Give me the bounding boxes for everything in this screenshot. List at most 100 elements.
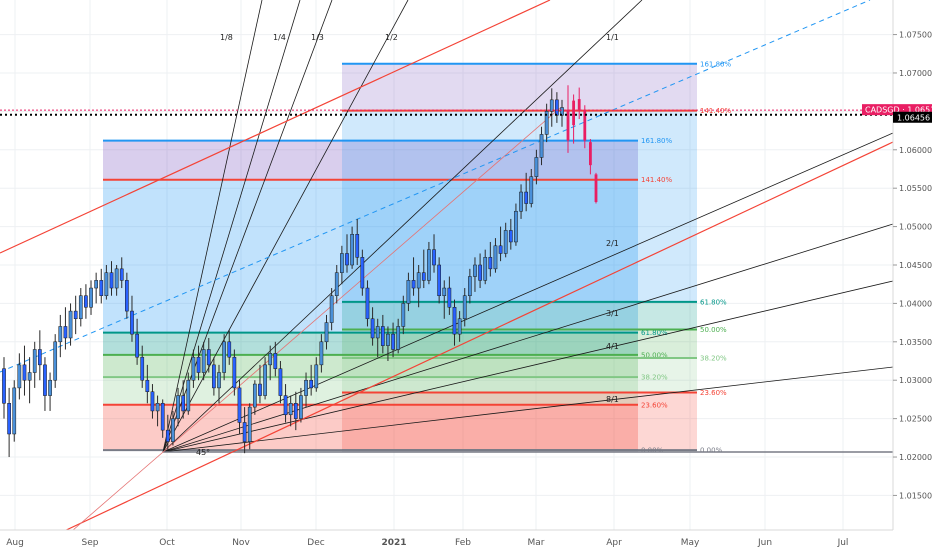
price-lines — [0, 109, 893, 116]
y-tick-label: 1.01500 — [899, 491, 932, 500]
candle-body — [365, 287, 370, 320]
candle-body — [391, 333, 395, 350]
candle-body — [360, 257, 365, 289]
candle-body — [89, 287, 93, 308]
projection-body — [566, 109, 570, 141]
candle-body — [498, 245, 503, 254]
upper-channel-line — [0, 0, 551, 254]
gann-fan-line — [162, 0, 333, 453]
candle-body — [483, 257, 488, 281]
candle-body — [329, 295, 334, 323]
x-tick-label: Sep — [82, 538, 99, 548]
price-axis-panel[interactable] — [893, 0, 932, 550]
candle-body — [263, 364, 267, 396]
candle-body — [386, 333, 390, 346]
y-tick-label: 1.07500 — [899, 31, 932, 40]
candle-body — [544, 111, 549, 135]
fib2-level-label: 50.00% — [700, 326, 727, 334]
x-tick-label: Jun — [757, 538, 772, 548]
candle-body — [380, 326, 385, 346]
candle-body — [237, 387, 242, 423]
fib2-level-label: 161.80% — [700, 60, 731, 68]
candle-body — [539, 134, 544, 158]
gann-fan-line — [162, 0, 263, 453]
symbol-price-tag-label: CADSGD · 1.06516 — [865, 106, 932, 115]
candles — [2, 88, 564, 458]
candle-body — [258, 383, 262, 396]
fib2-level-label: 23.60% — [700, 389, 727, 397]
dashed-trend-line — [0, 0, 871, 373]
candle-body — [119, 268, 124, 281]
candle-body — [73, 310, 78, 320]
candle-body — [145, 379, 150, 392]
candle-body — [32, 349, 37, 373]
candle-body — [2, 368, 6, 404]
y-tick-label: 1.03000 — [899, 376, 932, 385]
projection-body — [572, 100, 575, 126]
candle-body — [22, 364, 27, 381]
candle-body — [12, 387, 17, 435]
candle-body — [416, 272, 421, 289]
y-tick-label: 1.02000 — [899, 453, 932, 462]
y-tick-label: 1.05500 — [899, 184, 932, 193]
candle-body — [555, 99, 559, 116]
candle-body — [252, 383, 257, 408]
candle-body — [319, 341, 324, 366]
time-axis: Aug Sep Oct Nov Dec 2021 Feb Mar Apr May Jun Jul — [6, 538, 848, 548]
fib2-level-label: 141.40% — [700, 107, 731, 115]
candle-body — [181, 395, 186, 412]
gann-fan-line — [162, 0, 301, 453]
time-axis-panel[interactable] — [0, 530, 932, 550]
candle-body — [304, 379, 308, 396]
projection-body — [577, 99, 581, 110]
candle-body — [473, 264, 477, 277]
x-tick-label: Feb — [455, 538, 471, 548]
candle-body — [201, 349, 206, 373]
fib2-level-label: 38.20% — [700, 354, 727, 362]
y-tick-label: 1.06000 — [899, 146, 932, 155]
candle-body — [43, 364, 47, 396]
crosshair-price-tag-bg — [893, 111, 932, 123]
candle-body — [232, 356, 237, 389]
candle-body — [283, 395, 288, 416]
candle-body — [396, 326, 401, 350]
trend-lines — [0, 0, 894, 550]
candle-body — [355, 234, 360, 258]
candle-body — [447, 287, 452, 308]
projection-body — [589, 142, 592, 166]
candle-body — [48, 379, 52, 396]
candle-body — [109, 272, 114, 289]
candle-body — [514, 210, 518, 243]
candle-body — [176, 395, 180, 419]
gann-fan-label: 8/1 — [606, 395, 619, 404]
candle-body — [63, 326, 68, 339]
candle-body — [406, 280, 411, 304]
candle-body — [160, 403, 165, 431]
candle-body — [273, 353, 278, 369]
x-tick-label: Apr — [606, 538, 622, 548]
candle-body — [457, 318, 462, 335]
candle-body — [94, 280, 98, 289]
candle-body — [155, 403, 160, 412]
candle-body — [217, 372, 221, 389]
fib1-level-label: 61.80% — [641, 329, 668, 337]
candle-body — [345, 253, 349, 266]
candle-body — [488, 257, 493, 270]
gann-fan-label: 45° — [196, 448, 210, 457]
candle-body — [227, 341, 232, 358]
candle-body — [493, 245, 498, 270]
fib1-level-label: 141.40% — [641, 176, 672, 184]
candle-body — [17, 364, 22, 389]
candle-body — [278, 368, 283, 396]
candle-body — [462, 295, 467, 320]
candle-body — [549, 99, 554, 112]
candle-body — [452, 306, 457, 335]
x-tick-label: Aug — [6, 538, 24, 548]
candle-body — [314, 364, 319, 389]
y-tick-label: 1.04500 — [899, 261, 932, 270]
candle-body — [432, 249, 436, 266]
fib1-level-label: 23.60% — [641, 401, 668, 409]
gann-fan-label: 3/1 — [606, 309, 619, 318]
